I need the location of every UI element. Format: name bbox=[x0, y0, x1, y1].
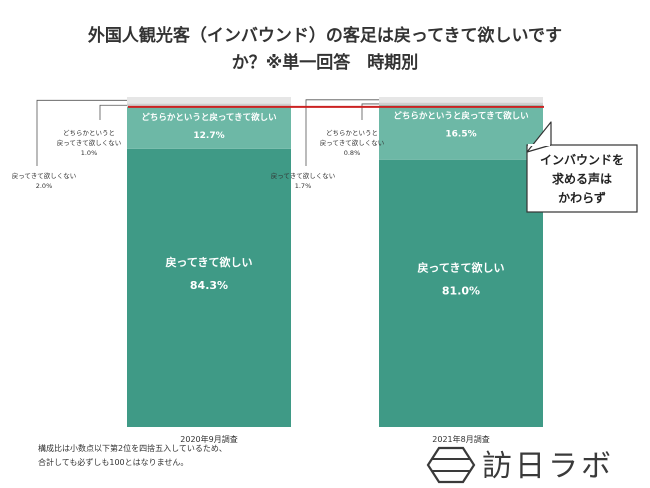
category-label: 2021年8月調査 bbox=[432, 434, 489, 444]
bar-segment bbox=[379, 97, 543, 103]
segment-name-label: 戻ってきて欲しい bbox=[416, 260, 504, 274]
bar-segment bbox=[379, 102, 543, 106]
callout-line-2: 求める声は bbox=[552, 171, 612, 186]
bars-layer: 2020年9月調査 2021年8月調査 戻ってきて欲しい 84.3% 戻ってきて欲しい 8… bbox=[127, 97, 543, 444]
segment-annotation: 戻ってきて欲しくない bbox=[320, 138, 384, 147]
leader-line bbox=[36, 99, 127, 166]
footnote-line-2: 合計しても必ずしも100とはなりません。 bbox=[38, 457, 188, 467]
segment-annotation: 戻ってきて欲しくない bbox=[271, 171, 335, 180]
segment-value-label: 84.3% bbox=[190, 279, 228, 292]
bar-segment bbox=[127, 103, 291, 107]
leader-line bbox=[305, 99, 379, 166]
bar-segment bbox=[127, 97, 291, 104]
segment-annotation: 2.0% bbox=[36, 182, 53, 190]
chart-title-line-2: か？※単一回答 時期別 bbox=[232, 52, 419, 73]
leader-line bbox=[99, 104, 127, 120]
segment-annotation: どちらかというと bbox=[326, 129, 378, 137]
logo-wordmark: 訪日ラボ bbox=[482, 449, 614, 484]
callout-box: インバウンドを 求める声は かわらず bbox=[526, 121, 638, 213]
chart-title-line-1: 外国人観光客（インバウンド）の客足は戻ってきて欲しいです bbox=[88, 25, 562, 46]
segment-annotation: どちらかというと bbox=[63, 129, 115, 137]
segment-name-label: どちらかというと戻ってきて欲しい bbox=[141, 112, 276, 123]
logo-mark-icon bbox=[426, 446, 476, 484]
bar-segment bbox=[127, 148, 291, 427]
footnote-line-1: 構成比は小数点以下第2位を四捨五入しているため、 bbox=[38, 443, 227, 453]
segment-annotation: 1.0% bbox=[81, 149, 98, 157]
leader-line bbox=[361, 103, 379, 120]
category-label: 2020年9月調査 bbox=[180, 434, 237, 444]
bar-segment bbox=[127, 106, 291, 149]
bar-segment bbox=[379, 105, 543, 160]
segment-name-label: どちらかというと戻ってきて欲しい bbox=[393, 110, 528, 121]
segment-annotation: 0.8% bbox=[344, 149, 361, 157]
callout-line-3: かわらず bbox=[558, 190, 606, 205]
annotations-layer: 戻ってきて欲しくない2.0%どちらかというと戻ってきて欲しくない1.0%戻ってき… bbox=[12, 129, 384, 190]
bar-segment bbox=[379, 159, 543, 427]
segment-annotation: 戻ってきて欲しくない bbox=[57, 138, 121, 147]
callout-frame bbox=[526, 144, 638, 213]
segment-value-label: 12.7% bbox=[193, 131, 224, 141]
logo: 訪日ラボ bbox=[426, 446, 614, 484]
segment-value-label: 81.0% bbox=[442, 284, 480, 297]
callout-line-1: インバウンドを bbox=[540, 153, 624, 167]
segment-annotation: 1.7% bbox=[295, 182, 312, 190]
segment-annotation: 戻ってきて欲しくない bbox=[12, 171, 76, 180]
segment-name-label: 戻ってきて欲しい bbox=[164, 255, 252, 269]
leader-lines-layer bbox=[36, 99, 379, 166]
segment-value-label: 16.5% bbox=[445, 129, 476, 139]
